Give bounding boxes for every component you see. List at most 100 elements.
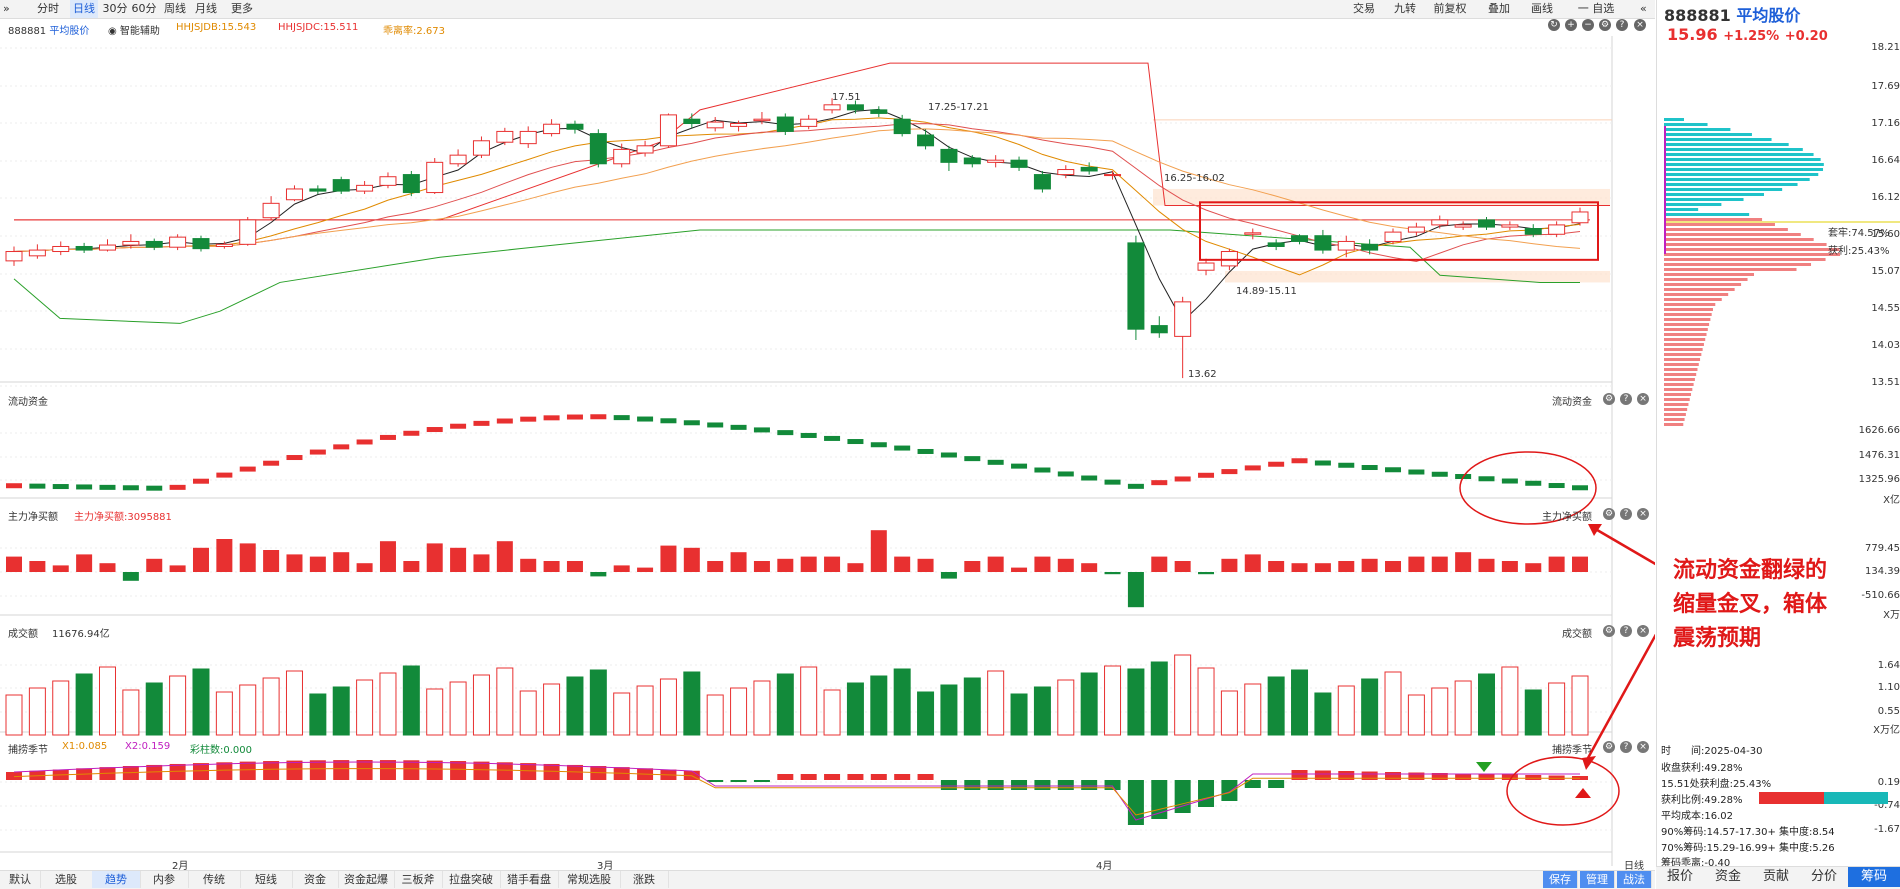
expand-icon[interactable]: « bbox=[1640, 2, 1647, 15]
net-close-icon[interactable]: × bbox=[1637, 508, 1649, 520]
candle bbox=[98, 244, 116, 251]
nine-turn-button[interactable]: 九转 bbox=[1394, 2, 1416, 15]
axis-label: 0.19 bbox=[1877, 777, 1900, 788]
save-button[interactable]: 保存 bbox=[1543, 871, 1578, 888]
bottom-tab[interactable]: 选股 bbox=[40, 871, 93, 888]
tab-daily[interactable]: 日线 bbox=[70, 0, 98, 18]
amount-bar bbox=[753, 680, 771, 736]
manage-button[interactable]: 管理 bbox=[1580, 871, 1615, 888]
amount-settings-icon[interactable]: ⚙ bbox=[1603, 625, 1615, 637]
net-buy-bar bbox=[847, 563, 864, 572]
bottom-tab[interactable]: 资金起爆 bbox=[338, 871, 395, 888]
chip-bar bbox=[1664, 153, 1814, 156]
close-icon[interactable]: × bbox=[1634, 19, 1646, 31]
amount-help-icon[interactable]: ? bbox=[1620, 625, 1632, 637]
zoom-in-icon[interactable]: + bbox=[1565, 19, 1577, 31]
flow-bar bbox=[917, 448, 934, 454]
net-buy-bar bbox=[1385, 561, 1402, 572]
net-buy-bar bbox=[1361, 558, 1378, 572]
net-help-icon[interactable]: ? bbox=[1620, 508, 1632, 520]
net-settings-icon[interactable]: ⚙ bbox=[1603, 508, 1615, 520]
tab-chips[interactable]: 筹码 bbox=[1848, 867, 1900, 887]
bottom-tab[interactable]: 资金 bbox=[292, 871, 339, 888]
flow-bar bbox=[1291, 458, 1308, 464]
tab-quote[interactable]: 报价 bbox=[1666, 869, 1693, 884]
axis-label: 14.55 bbox=[1871, 303, 1900, 314]
tab-contribution[interactable]: 贡献 bbox=[1762, 869, 1789, 884]
tab-more[interactable]: 更多 bbox=[231, 2, 253, 15]
aux-toggle[interactable]: ◉ 智能辅助 bbox=[108, 26, 160, 37]
bottom-tab[interactable]: 猎手看盘 bbox=[500, 871, 559, 888]
candle bbox=[1267, 242, 1285, 247]
season-signal-down bbox=[1476, 762, 1492, 772]
amount-close-icon[interactable]: × bbox=[1637, 625, 1649, 637]
strategy-button[interactable]: 战法 bbox=[1617, 871, 1652, 888]
season-settings-icon[interactable]: ⚙ bbox=[1603, 741, 1615, 753]
flow-bar bbox=[800, 432, 817, 438]
draw-button[interactable]: 画线 bbox=[1531, 2, 1553, 15]
candle bbox=[1127, 242, 1145, 330]
chip-bar bbox=[1664, 253, 1841, 256]
chip-bar bbox=[1664, 403, 1689, 406]
tab-price-split[interactable]: 分价 bbox=[1810, 869, 1837, 884]
bottom-tab[interactable]: 拉盘突破 bbox=[442, 871, 501, 888]
tab-monthly[interactable]: 月线 bbox=[195, 2, 217, 15]
flow-bar bbox=[1525, 480, 1542, 486]
bottom-tab[interactable]: 常规选股 bbox=[558, 871, 621, 888]
bottom-tab[interactable]: 趋势 bbox=[92, 871, 141, 888]
net-buy-bar bbox=[1034, 556, 1051, 572]
season-bar bbox=[1291, 770, 1308, 780]
trade-button[interactable]: 交易 bbox=[1353, 2, 1375, 15]
net-buy-bar bbox=[637, 567, 654, 572]
tab-minute[interactable]: 分时 bbox=[37, 2, 59, 15]
season-bar bbox=[169, 763, 186, 780]
bottom-tab[interactable]: 传统 bbox=[188, 871, 241, 888]
tab-weekly[interactable]: 周线 bbox=[164, 2, 186, 15]
season-close-icon[interactable]: × bbox=[1637, 741, 1649, 753]
profit-ratio-bar-cyan bbox=[1824, 792, 1888, 804]
season-bar bbox=[543, 763, 560, 780]
flow-bar bbox=[847, 439, 864, 445]
tab-60min[interactable]: 60分 bbox=[131, 2, 157, 15]
zoom-out-icon[interactable]: − bbox=[1582, 19, 1594, 31]
flow-bar bbox=[333, 444, 350, 450]
season-bar bbox=[1385, 772, 1402, 780]
flow-bar bbox=[1174, 476, 1191, 482]
candle bbox=[145, 240, 163, 248]
overlay-button[interactable]: 叠加 bbox=[1488, 2, 1510, 15]
tab-30min[interactable]: 30分 bbox=[102, 2, 128, 15]
bottom-tab[interactable]: 默认 bbox=[0, 871, 41, 888]
flow-bar bbox=[76, 484, 93, 490]
mid-range-annotation: 16.25-16.02 bbox=[1164, 173, 1225, 184]
bottom-tab[interactable]: 三板斧 bbox=[394, 871, 443, 888]
net-buy-bar bbox=[1244, 554, 1261, 572]
candle bbox=[1524, 228, 1542, 235]
refresh-icon[interactable]: ↻ bbox=[1548, 19, 1560, 31]
season-help-icon[interactable]: ? bbox=[1620, 741, 1632, 753]
flow-close-icon[interactable]: × bbox=[1637, 393, 1649, 405]
flow-settings-icon[interactable]: ⚙ bbox=[1603, 393, 1615, 405]
bottom-tab[interactable]: 涨跌 bbox=[620, 871, 669, 888]
season-bar bbox=[707, 780, 724, 782]
chip-bar bbox=[1664, 238, 1814, 241]
chip-bar bbox=[1664, 278, 1748, 281]
bottom-tab[interactable]: 短线 bbox=[240, 871, 293, 888]
bottom-tab[interactable]: 内参 bbox=[140, 871, 189, 888]
chip-bar bbox=[1664, 258, 1826, 261]
amount-bar bbox=[285, 670, 303, 736]
settings-icon[interactable]: ⚙ bbox=[1599, 19, 1611, 31]
high-range-annotation: 17.25-17.21 bbox=[928, 102, 989, 113]
season-bar bbox=[1408, 772, 1425, 780]
net-buy-bar bbox=[800, 556, 817, 572]
tab-funds[interactable]: 资金 bbox=[1714, 869, 1741, 884]
net-panel-title-right: 主力净买额 bbox=[1542, 512, 1592, 523]
collapse-icon[interactable]: » bbox=[3, 2, 10, 15]
adjust-button[interactable]: 前复权 bbox=[1433, 2, 1467, 15]
flow-help-icon[interactable]: ? bbox=[1620, 393, 1632, 405]
season-bar bbox=[1501, 774, 1518, 780]
chip-bar bbox=[1664, 178, 1810, 181]
help-icon[interactable]: ? bbox=[1616, 19, 1628, 31]
candle bbox=[917, 134, 935, 147]
amount-bar bbox=[706, 694, 724, 736]
watchlist-button[interactable]: 一 自选 bbox=[1577, 2, 1615, 15]
